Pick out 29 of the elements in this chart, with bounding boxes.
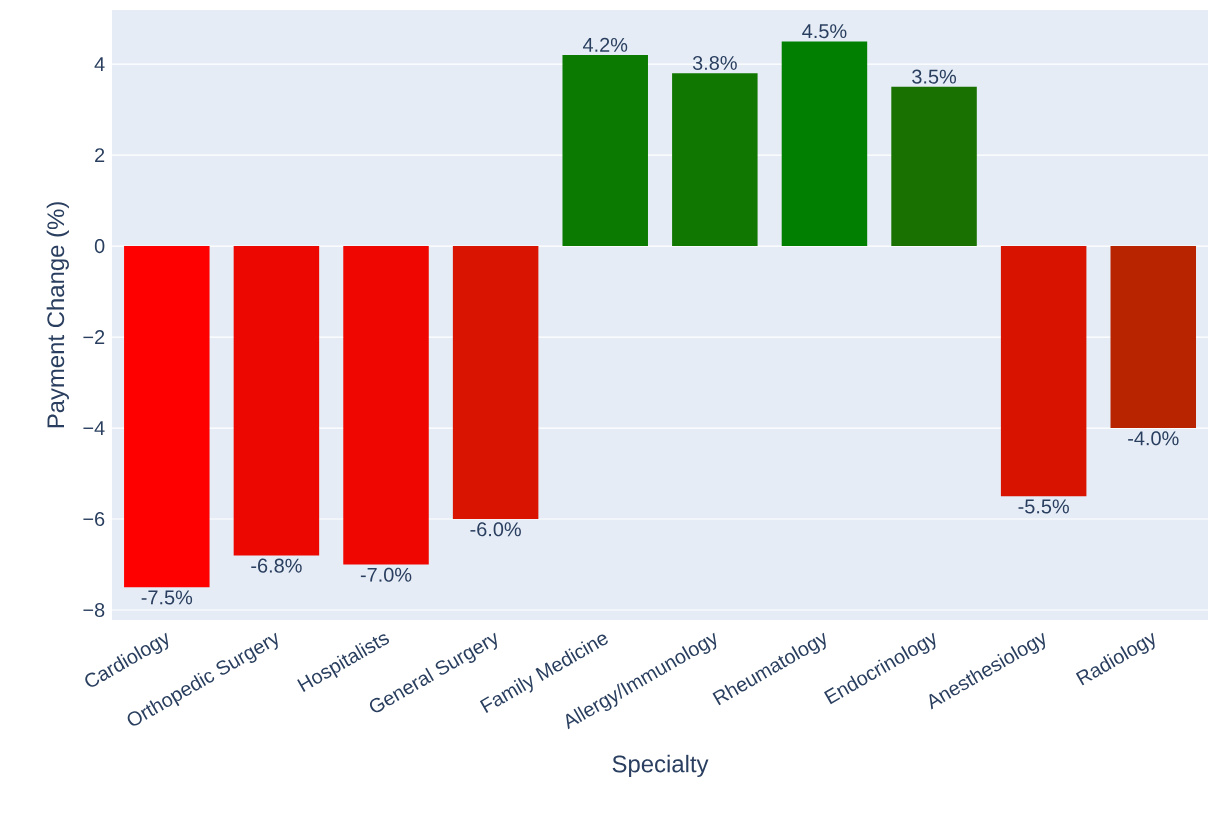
bar [1110,246,1197,429]
data-label: -5.5% [1018,499,1069,514]
y-tick-label: −4 [83,421,105,435]
bar [1000,246,1087,497]
y-tick-label: 0 [94,239,105,254]
bar [452,246,539,520]
y-axis-title: Payment Change (%) [46,202,69,428]
bar [781,41,868,247]
bar [672,73,758,247]
bar [343,246,429,565]
data-label: 3.8% [692,55,737,71]
data-label: 4.2% [582,37,628,52]
x-axis-title: Specialty [612,754,709,778]
bar [233,246,320,556]
y-tick-label: 2 [95,148,105,163]
y-tick-label: −2 [83,330,105,345]
y-tick-label: −6 [83,511,105,527]
data-label: 4.5% [802,24,847,39]
data-label: -6.8% [251,558,302,573]
data-label: 3.5% [912,69,957,84]
data-label: -6.0% [470,522,521,537]
y-tick-label: −8 [83,602,105,618]
data-label: -7.0% [360,567,412,582]
bar [562,55,648,247]
bar [124,246,210,588]
y-tick-label: 4 [94,57,105,71]
bar [891,86,977,247]
data-label: -4.0% [1128,431,1179,446]
data-label: -7.5% [141,590,193,605]
